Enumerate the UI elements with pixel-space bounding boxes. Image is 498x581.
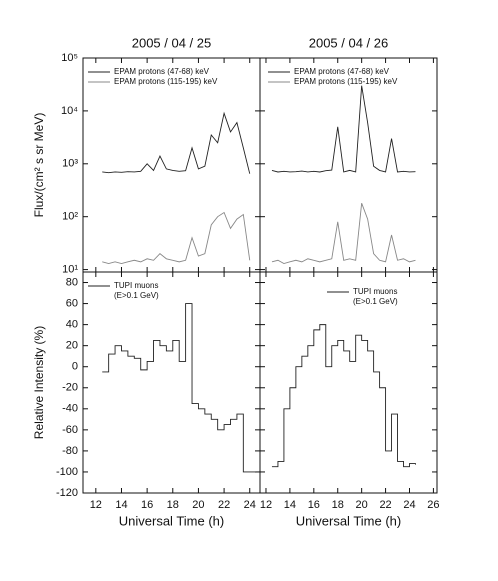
legend-label: TUPI muons: [114, 281, 158, 290]
x-tick-label: 18: [167, 499, 179, 511]
legend-annotation: (E>0.1 GeV): [353, 297, 398, 306]
y-tick-label: 60: [66, 297, 78, 309]
y-tick-label: 20: [66, 340, 78, 352]
legend-label: EPAM protons (47-68) keV: [294, 67, 390, 76]
y-tick-label: -20: [62, 382, 78, 394]
x-tick-label: 24: [403, 499, 415, 511]
x-tick-label: 12: [90, 499, 102, 511]
plot-frame: [82, 271, 261, 494]
x-tick-label: 22: [218, 499, 230, 511]
y-tick-label: 80: [66, 276, 78, 288]
data-line: [271, 203, 416, 265]
x-tick-label: 26: [427, 499, 439, 511]
legend-annotation: (E>0.1 GeV): [114, 291, 159, 300]
x-tick-label: 20: [192, 499, 204, 511]
y-tick-label: 0: [72, 361, 78, 373]
y-tick-label: 10²: [62, 211, 78, 223]
y-tick-label: -40: [62, 403, 78, 415]
x-tick-label: 14: [284, 499, 296, 511]
legend-label: EPAM protons (115-195) keV: [294, 77, 398, 86]
panel-title: 2005 / 04 / 26: [309, 35, 389, 50]
x-tick-label: 16: [308, 499, 320, 511]
legend-label: EPAM protons (47-68) keV: [114, 67, 210, 76]
y-tick-label: 10⁴: [61, 105, 78, 117]
x-axis-label: Universal Time (h): [296, 513, 401, 528]
y-tick-label: 10¹: [62, 263, 78, 275]
data-line: [102, 111, 251, 174]
legend-label: TUPI muons: [353, 287, 397, 296]
y-axis-label: Flux/(cm² s sr MeV): [32, 113, 46, 218]
x-tick-label: 22: [379, 499, 391, 511]
x-tick-label: 24: [244, 499, 256, 511]
x-tick-label: 14: [115, 499, 127, 511]
plot-frame: [82, 57, 261, 273]
x-tick-label: 18: [332, 499, 344, 511]
x-axis-label: Universal Time (h): [119, 513, 224, 528]
plot-frame: [259, 57, 438, 273]
y-tick-label: -60: [62, 424, 78, 436]
x-tick-label: 16: [141, 499, 153, 511]
x-tick-label: 12: [260, 499, 272, 511]
x-tick-label: 20: [356, 499, 368, 511]
legend-label: EPAM protons (115-195) keV: [114, 77, 218, 86]
y-tick-label: 40: [66, 319, 78, 331]
y-axis-label: Relative Intensity (%): [32, 326, 46, 439]
data-line: [102, 211, 251, 265]
y-tick-label: 10³: [62, 158, 78, 170]
plot-frame: [259, 271, 438, 494]
panel-title: 2005 / 04 / 25: [132, 35, 212, 50]
data-line: [271, 85, 416, 173]
y-tick-label: -100: [56, 466, 78, 478]
y-tick-label: 10⁵: [61, 52, 78, 64]
y-tick-label: -120: [56, 487, 78, 499]
data-line: [271, 324, 416, 468]
y-tick-label: -80: [62, 445, 78, 457]
data-line: [102, 303, 257, 473]
